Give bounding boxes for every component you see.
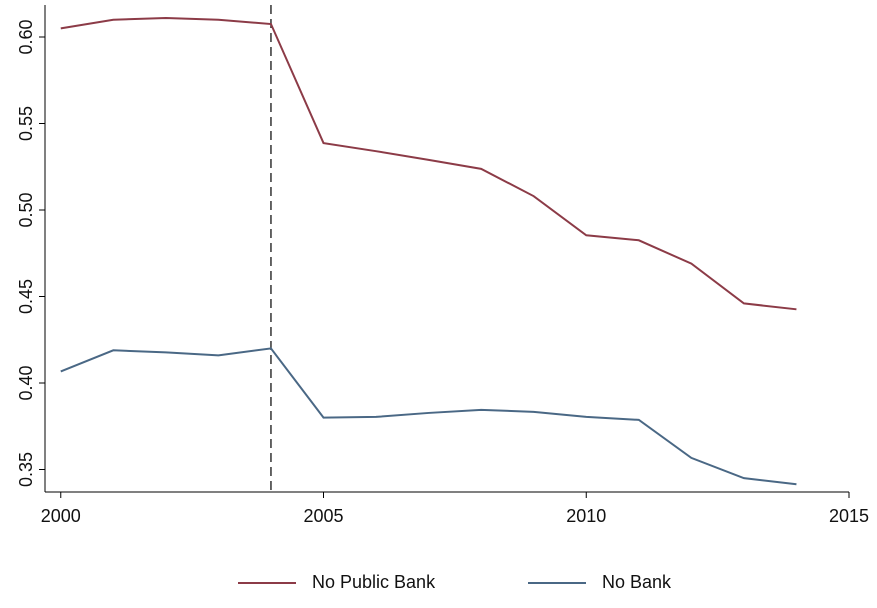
legend-label: No Public Bank [312, 572, 436, 592]
x-tick-label: 2000 [41, 506, 81, 526]
x-tick-label: 2015 [829, 506, 869, 526]
y-tick-label: 0.35 [16, 452, 36, 487]
legend-label: No Bank [602, 572, 672, 592]
series-line [60, 347, 797, 486]
y-tick-label: 0.40 [16, 365, 36, 400]
series-line [60, 16, 797, 311]
y-tick-label: 0.60 [16, 19, 36, 54]
y-tick-label: 0.45 [16, 279, 36, 314]
x-tick-label: 2005 [303, 506, 343, 526]
y-tick-label: 0.55 [16, 106, 36, 141]
y-tick-label: 0.50 [16, 192, 36, 227]
x-tick-label: 2010 [566, 506, 606, 526]
